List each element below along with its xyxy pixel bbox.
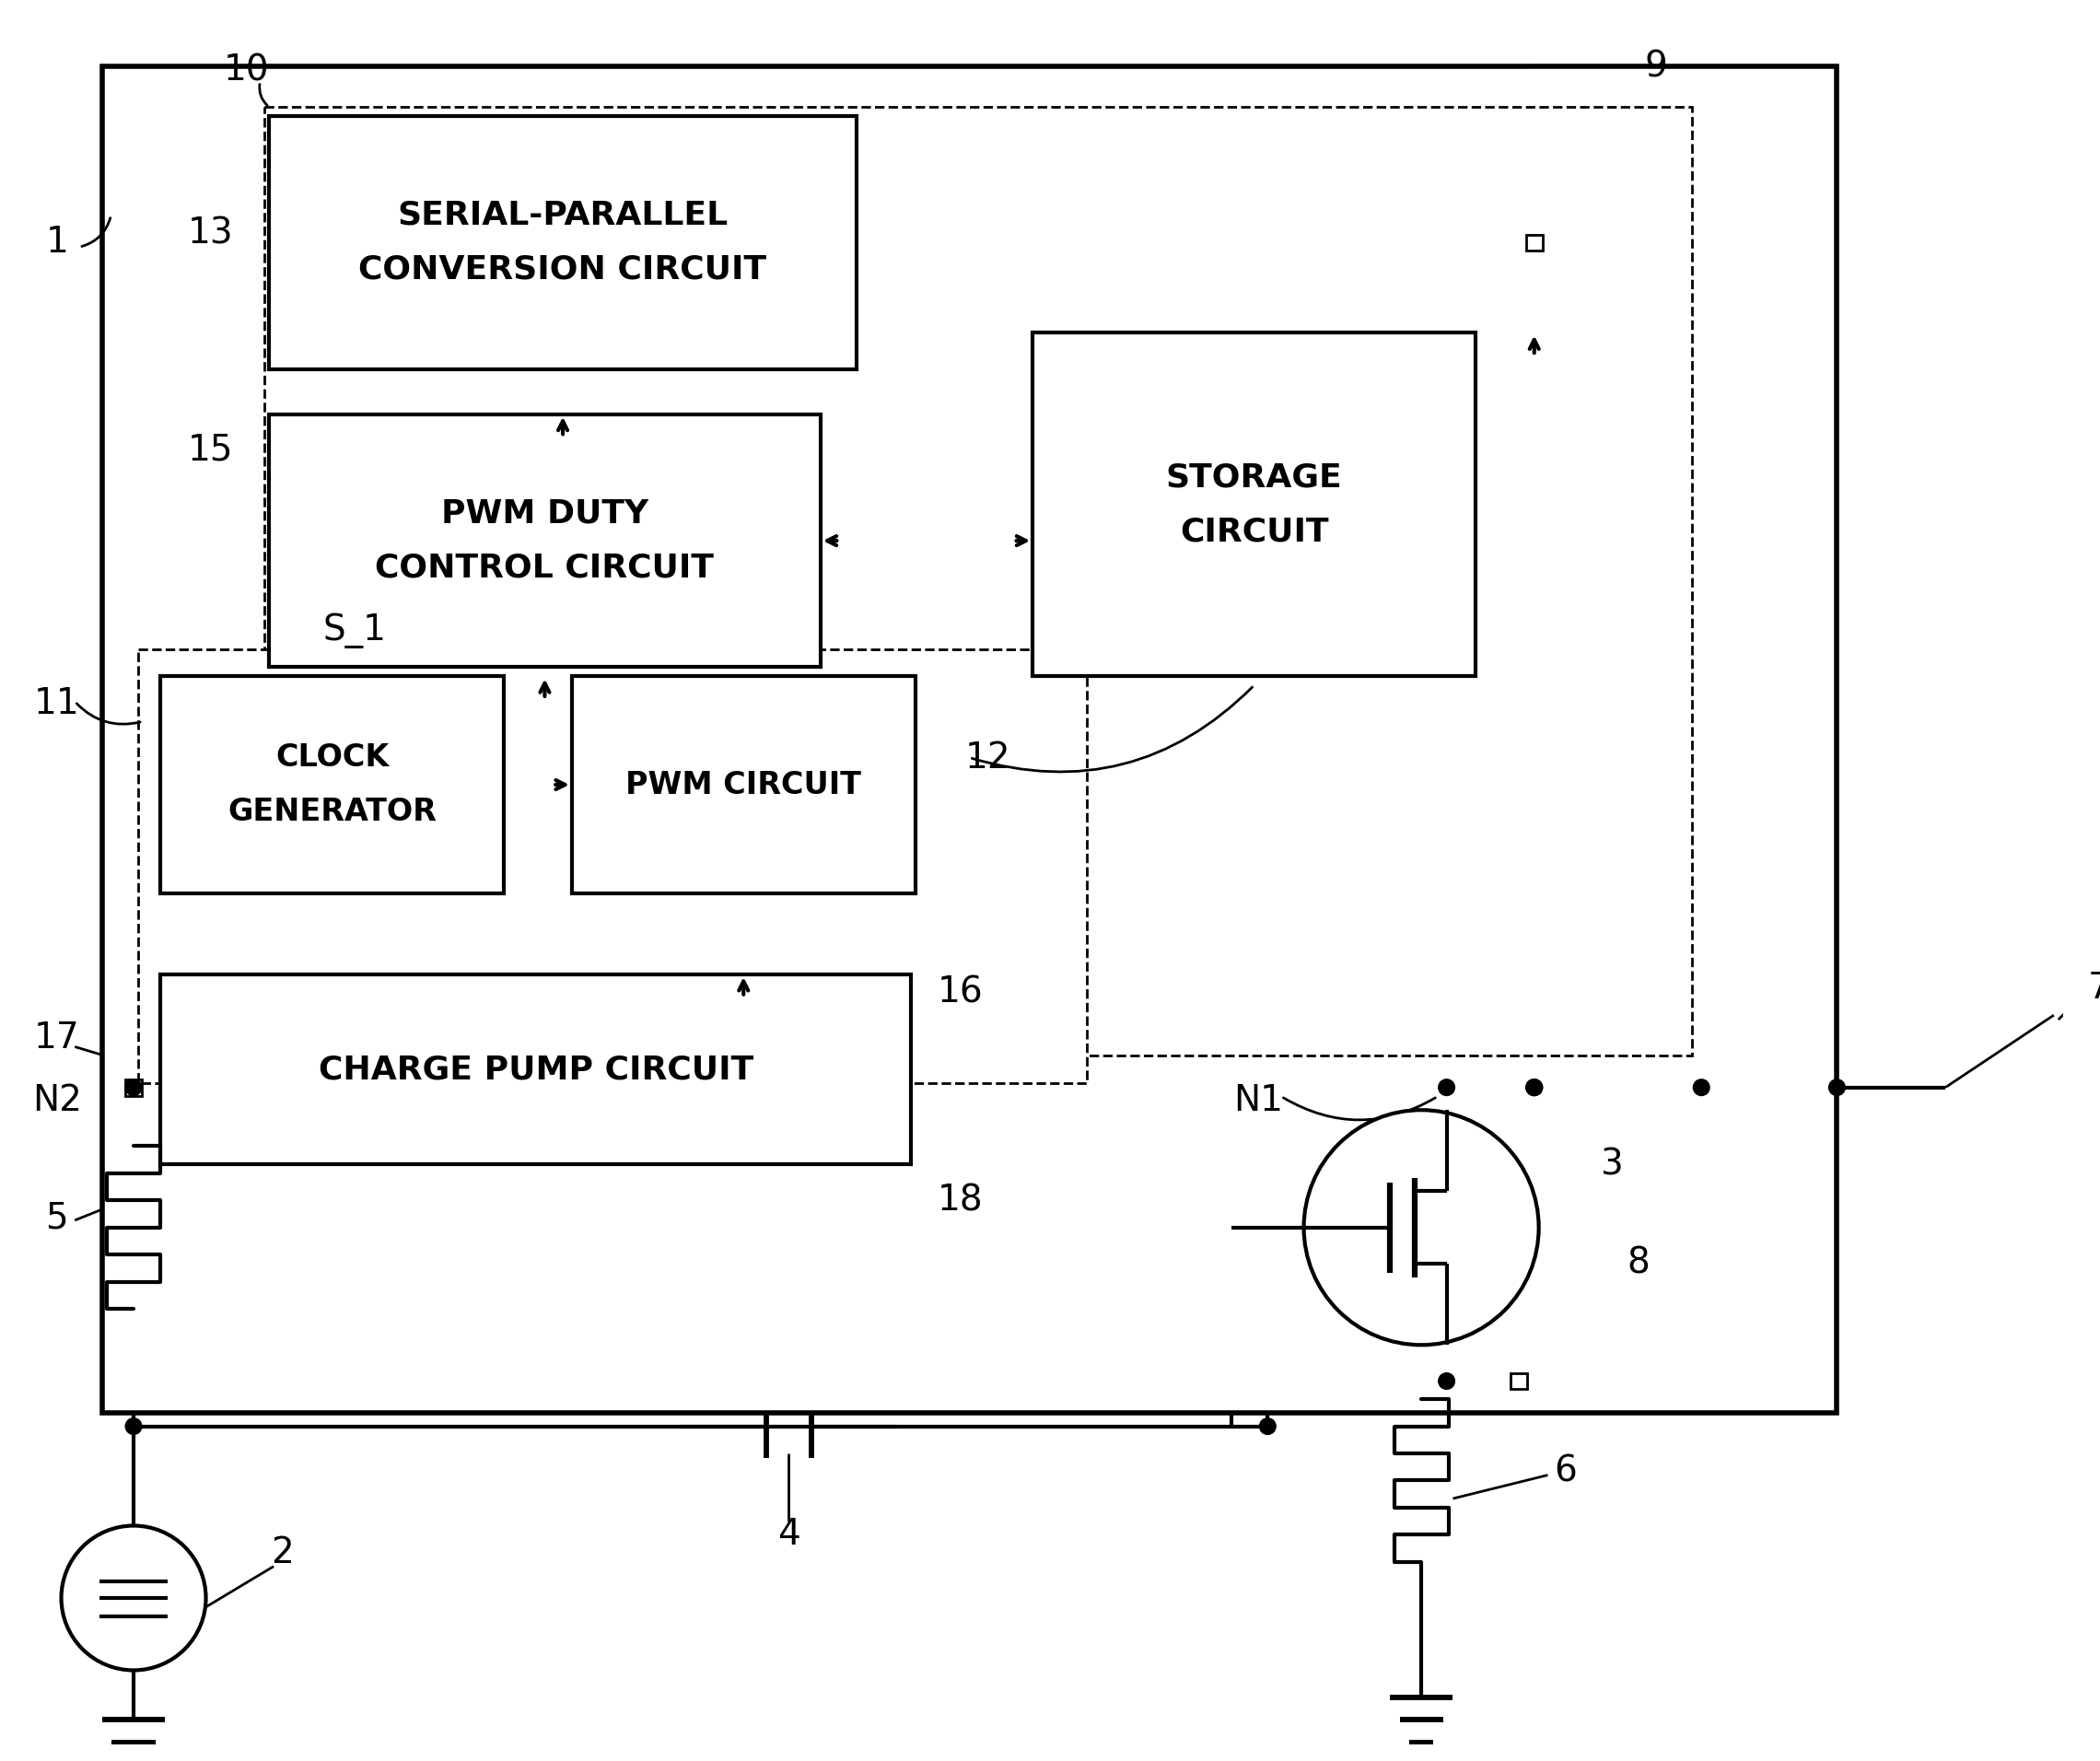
Text: 17: 17 xyxy=(34,1020,80,1055)
Text: 1: 1 xyxy=(46,225,67,261)
Circle shape xyxy=(1693,1079,1709,1095)
Circle shape xyxy=(1439,1374,1455,1389)
Text: CIRCUIT: CIRCUIT xyxy=(1180,516,1329,548)
Text: CONVERSION CIRCUIT: CONVERSION CIRCUIT xyxy=(359,254,766,285)
Circle shape xyxy=(1260,1418,1277,1435)
Text: STORAGE: STORAGE xyxy=(1166,461,1342,493)
Circle shape xyxy=(61,1525,206,1669)
Text: N2: N2 xyxy=(31,1083,82,1118)
Text: 10: 10 xyxy=(225,53,269,88)
Text: 4: 4 xyxy=(777,1518,800,1551)
Text: PWM CIRCUIT: PWM CIRCUIT xyxy=(626,770,861,799)
Text: 15: 15 xyxy=(187,433,233,468)
Circle shape xyxy=(1439,1079,1455,1095)
Text: CONTROL CIRCUIT: CONTROL CIRCUIT xyxy=(376,553,714,583)
Bar xyxy=(265,107,1693,1057)
Bar xyxy=(1527,234,1541,250)
Text: 6: 6 xyxy=(1554,1455,1577,1490)
Text: S_1: S_1 xyxy=(323,613,386,648)
Text: 9: 9 xyxy=(1644,49,1667,85)
Circle shape xyxy=(126,1418,141,1435)
Bar xyxy=(126,1079,141,1095)
Bar xyxy=(269,414,821,667)
Text: N1: N1 xyxy=(1235,1083,1283,1118)
Text: 16: 16 xyxy=(937,976,983,1011)
Text: 5: 5 xyxy=(46,1201,67,1236)
Circle shape xyxy=(1527,1079,1541,1095)
Text: CLOCK: CLOCK xyxy=(275,743,388,773)
Text: 12: 12 xyxy=(964,740,1010,775)
Bar xyxy=(103,67,1838,1412)
Text: GENERATOR: GENERATOR xyxy=(229,796,437,828)
Text: 18: 18 xyxy=(937,1183,983,1219)
Bar xyxy=(162,676,504,893)
Text: SERIAL-PARALLEL: SERIAL-PARALLEL xyxy=(397,199,729,231)
Bar xyxy=(162,974,911,1164)
Circle shape xyxy=(1829,1079,1846,1095)
Bar xyxy=(269,116,857,370)
Bar xyxy=(571,676,916,893)
Text: 8: 8 xyxy=(1628,1247,1651,1282)
Circle shape xyxy=(1527,1079,1541,1095)
Text: 11: 11 xyxy=(34,685,80,720)
Circle shape xyxy=(126,1079,141,1095)
Text: 13: 13 xyxy=(187,217,233,252)
Text: CHARGE PUMP CIRCUIT: CHARGE PUMP CIRCUIT xyxy=(319,1053,754,1085)
Circle shape xyxy=(1527,1079,1541,1095)
Bar xyxy=(139,650,1088,1083)
Bar xyxy=(1033,333,1476,676)
Text: PWM DUTY: PWM DUTY xyxy=(441,498,649,530)
Circle shape xyxy=(1304,1109,1539,1345)
Text: 2: 2 xyxy=(271,1536,294,1571)
Bar xyxy=(1510,1374,1527,1389)
Text: 3: 3 xyxy=(1600,1146,1623,1182)
Text: 7: 7 xyxy=(2087,970,2100,1006)
